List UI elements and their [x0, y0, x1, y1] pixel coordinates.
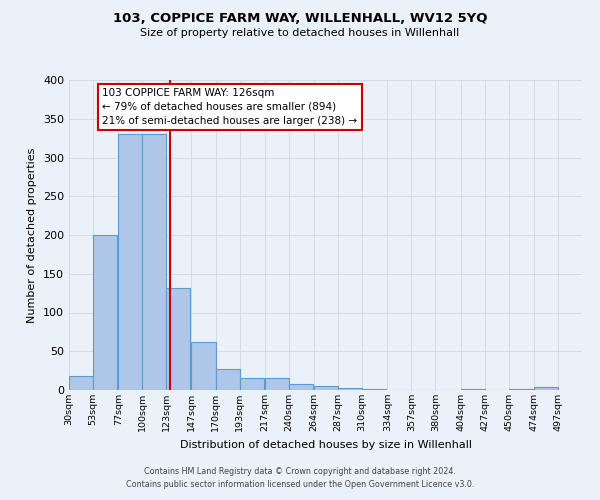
Text: 103 COPPICE FARM WAY: 126sqm
← 79% of detached houses are smaller (894)
21% of s: 103 COPPICE FARM WAY: 126sqm ← 79% of de…	[103, 88, 358, 126]
Text: Contains HM Land Registry data © Crown copyright and database right 2024.: Contains HM Land Registry data © Crown c…	[144, 467, 456, 476]
Bar	[265, 378, 289, 390]
Y-axis label: Number of detached properties: Number of detached properties	[28, 148, 37, 322]
Bar	[461, 389, 485, 390]
Bar	[239, 378, 264, 390]
Bar	[191, 342, 215, 390]
Bar	[314, 386, 338, 390]
X-axis label: Distribution of detached houses by size in Willenhall: Distribution of detached houses by size …	[179, 440, 472, 450]
Bar	[362, 389, 386, 390]
Bar	[289, 384, 313, 390]
Bar	[93, 235, 117, 390]
Bar	[215, 369, 239, 390]
Text: Contains public sector information licensed under the Open Government Licence v3: Contains public sector information licen…	[126, 480, 474, 489]
Bar	[338, 388, 362, 390]
Bar	[509, 389, 533, 390]
Bar	[534, 387, 558, 390]
Text: Size of property relative to detached houses in Willenhall: Size of property relative to detached ho…	[140, 28, 460, 38]
Bar	[166, 288, 190, 390]
Bar	[69, 376, 93, 390]
Bar	[118, 134, 142, 390]
Bar	[142, 134, 166, 390]
Text: 103, COPPICE FARM WAY, WILLENHALL, WV12 5YQ: 103, COPPICE FARM WAY, WILLENHALL, WV12 …	[113, 12, 487, 26]
